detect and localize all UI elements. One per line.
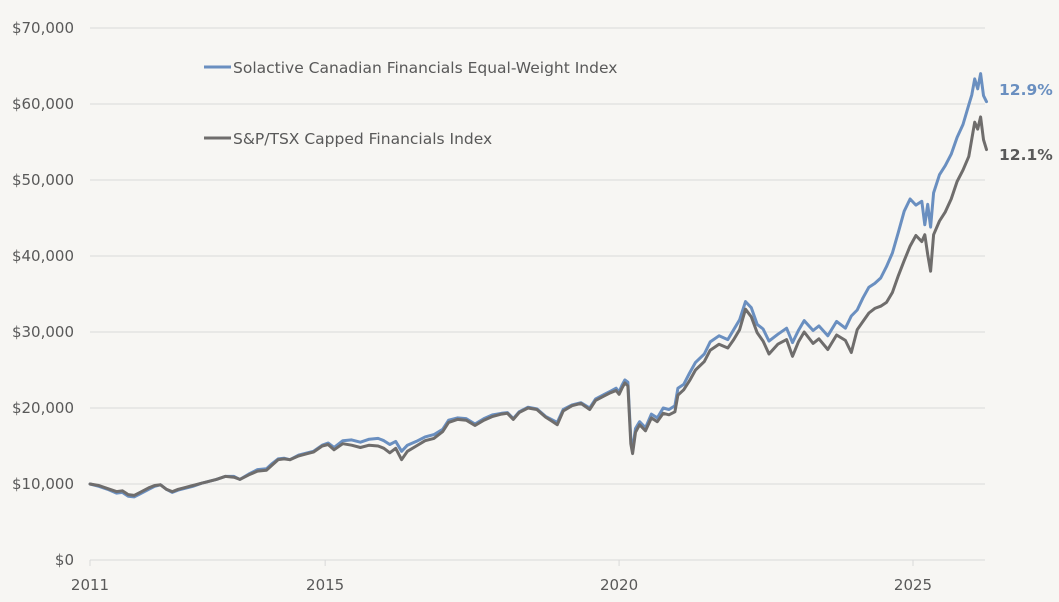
y-tick-label: $60,000 (12, 95, 74, 113)
legend-label-sptsx: S&P/TSX Capped Financials Index (233, 130, 492, 148)
y-tick-label: $70,000 (12, 19, 74, 37)
legend: Solactive Canadian Financials Equal-Weig… (204, 59, 617, 148)
y-tick-label: $0 (55, 551, 74, 569)
gridlines (90, 27, 985, 561)
x-axis: 2011 2015 2020 2025 (71, 560, 932, 594)
y-axis: $0 $10,000 $20,000 $30,000 $40,000 $50,000 $60… (12, 19, 74, 569)
legend-item-solactive[interactable]: Solactive Canadian Financials Equal-Weig… (204, 59, 617, 77)
y-tick-label: $20,000 (12, 399, 74, 417)
x-tick-label: 2015 (306, 576, 344, 594)
x-tick-label: 2011 (71, 576, 109, 594)
y-tick-label: $10,000 (12, 475, 74, 493)
x-tick-label: 2020 (600, 576, 638, 594)
end-label-sptsx-return: 12.1% (999, 146, 1053, 164)
legend-item-sptsx[interactable]: S&P/TSX Capped Financials Index (204, 130, 492, 148)
series-line-sptsx (88, 115, 988, 497)
series-lines (88, 72, 988, 499)
y-tick-label: $50,000 (12, 171, 74, 189)
legend-label-solactive: Solactive Canadian Financials Equal-Weig… (233, 59, 617, 77)
y-tick-label: $30,000 (12, 323, 74, 341)
x-tick-label: 2025 (894, 576, 932, 594)
y-tick-label: $40,000 (12, 247, 74, 265)
end-label-solactive-return: 12.9% (999, 81, 1053, 99)
